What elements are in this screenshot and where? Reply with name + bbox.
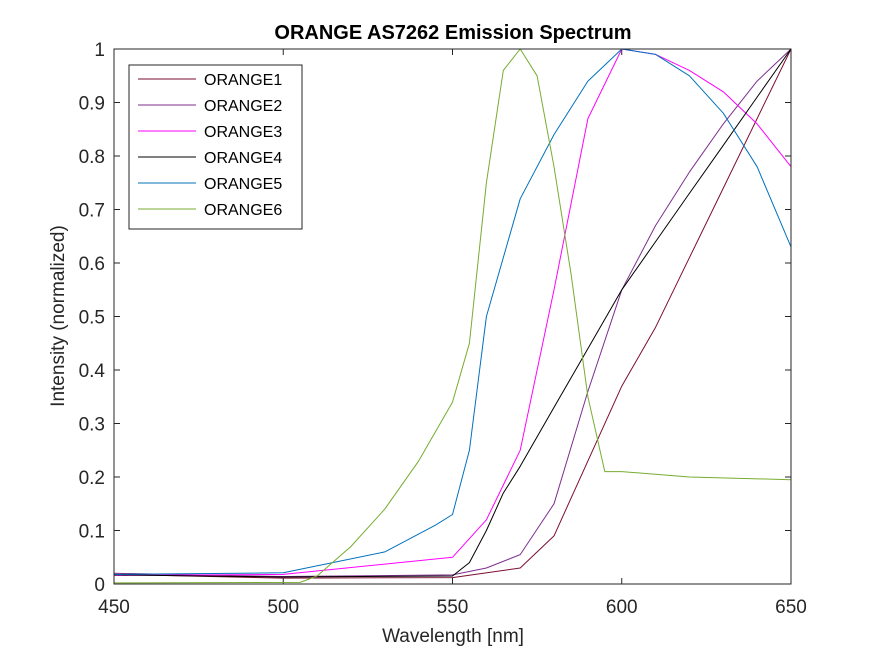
y-axis-label: Intensity (normalized) bbox=[48, 225, 69, 407]
legend-label-orange1: ORANGE1 bbox=[204, 72, 282, 89]
y-tick-label: 0 bbox=[94, 575, 105, 596]
series-line-orange4 bbox=[113, 48, 792, 578]
x-tick-label: 600 bbox=[606, 597, 638, 618]
plot-frame bbox=[113, 48, 792, 585]
y-tick-label: 0.7 bbox=[79, 201, 105, 222]
x-axis: 450 500 550 600 650 bbox=[98, 49, 807, 618]
x-tick-label: 550 bbox=[437, 597, 469, 618]
x-tick-label: 500 bbox=[267, 597, 299, 618]
series-lines bbox=[113, 48, 792, 584]
legend-label-orange4: ORANGE4 bbox=[204, 150, 282, 167]
series-line-orange2 bbox=[113, 48, 792, 577]
series-line-orange1 bbox=[113, 48, 792, 579]
y-axis: 0 0.1 0.2 0.3 0.4 0.5 0.6 0.7 0.8 0.9 1 bbox=[79, 40, 791, 596]
y-tick-label: 1 bbox=[94, 40, 105, 61]
y-tick-label: 0.6 bbox=[79, 254, 105, 275]
legend-label-orange5: ORANGE5 bbox=[204, 176, 282, 193]
y-tick-label: 0.8 bbox=[79, 147, 105, 168]
chart-title: ORANGE AS7262 Emission Spectrum bbox=[274, 22, 631, 44]
x-tick-label: 450 bbox=[98, 597, 130, 618]
y-tick-label: 0.4 bbox=[79, 361, 106, 382]
series-line-orange6 bbox=[113, 48, 792, 584]
legend: ORANGE1 ORANGE2 ORANGE3 ORANGE4 ORANGE5 ORANG… bbox=[128, 64, 303, 230]
series-line-orange5 bbox=[113, 48, 792, 575]
y-tick-label: 0.5 bbox=[79, 308, 105, 329]
y-tick-label: 0.2 bbox=[79, 468, 105, 489]
y-tick-label: 0.1 bbox=[79, 522, 105, 543]
legend-label-orange2: ORANGE2 bbox=[204, 98, 282, 115]
legend-label-orange3: ORANGE3 bbox=[204, 124, 282, 141]
legend-box bbox=[128, 64, 303, 230]
y-tick-label: 0.9 bbox=[79, 94, 105, 115]
y-tick-label: 0.3 bbox=[79, 415, 105, 436]
legend-label-orange6: ORANGE6 bbox=[204, 202, 282, 219]
x-tick-label: 650 bbox=[775, 597, 807, 618]
series-line-orange3 bbox=[113, 48, 792, 576]
x-axis-label: Wavelength [nm] bbox=[382, 626, 524, 647]
